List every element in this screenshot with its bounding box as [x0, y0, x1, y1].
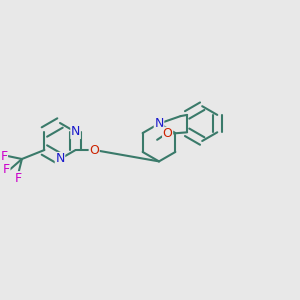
- Text: F: F: [0, 149, 8, 163]
- Text: F: F: [3, 163, 10, 176]
- Text: N: N: [154, 117, 164, 130]
- Text: N: N: [55, 152, 65, 166]
- Text: O: O: [163, 127, 172, 140]
- Text: O: O: [89, 143, 99, 157]
- Text: N: N: [71, 125, 80, 139]
- Text: F: F: [15, 172, 22, 185]
